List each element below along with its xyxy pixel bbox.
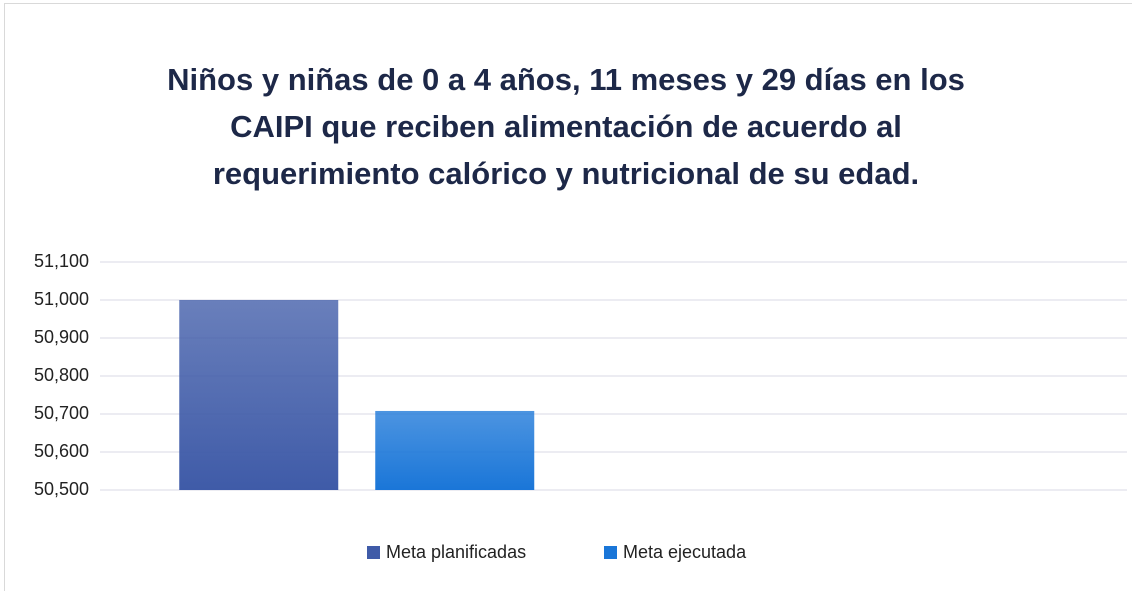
chart-border: [4, 3, 1132, 591]
y-tick-label: 51,000: [34, 289, 89, 309]
y-tick-label: 50,600: [34, 441, 89, 461]
y-tick-label: 50,900: [34, 327, 89, 347]
legend-label: Meta planificadas: [386, 542, 526, 562]
legend-label: Meta ejecutada: [623, 542, 747, 562]
legend-swatch: [367, 546, 380, 559]
y-tick-label: 51,100: [34, 251, 89, 271]
y-tick-label: 50,500: [34, 479, 89, 499]
bar: [375, 410, 535, 490]
bar: [179, 300, 339, 490]
legend-swatch: [604, 546, 617, 559]
chart-title: Niños y niñas de 0 a 4 años, 11 meses y …: [167, 62, 965, 191]
y-tick-label: 50,700: [34, 403, 89, 423]
y-tick-label: 50,800: [34, 365, 89, 385]
